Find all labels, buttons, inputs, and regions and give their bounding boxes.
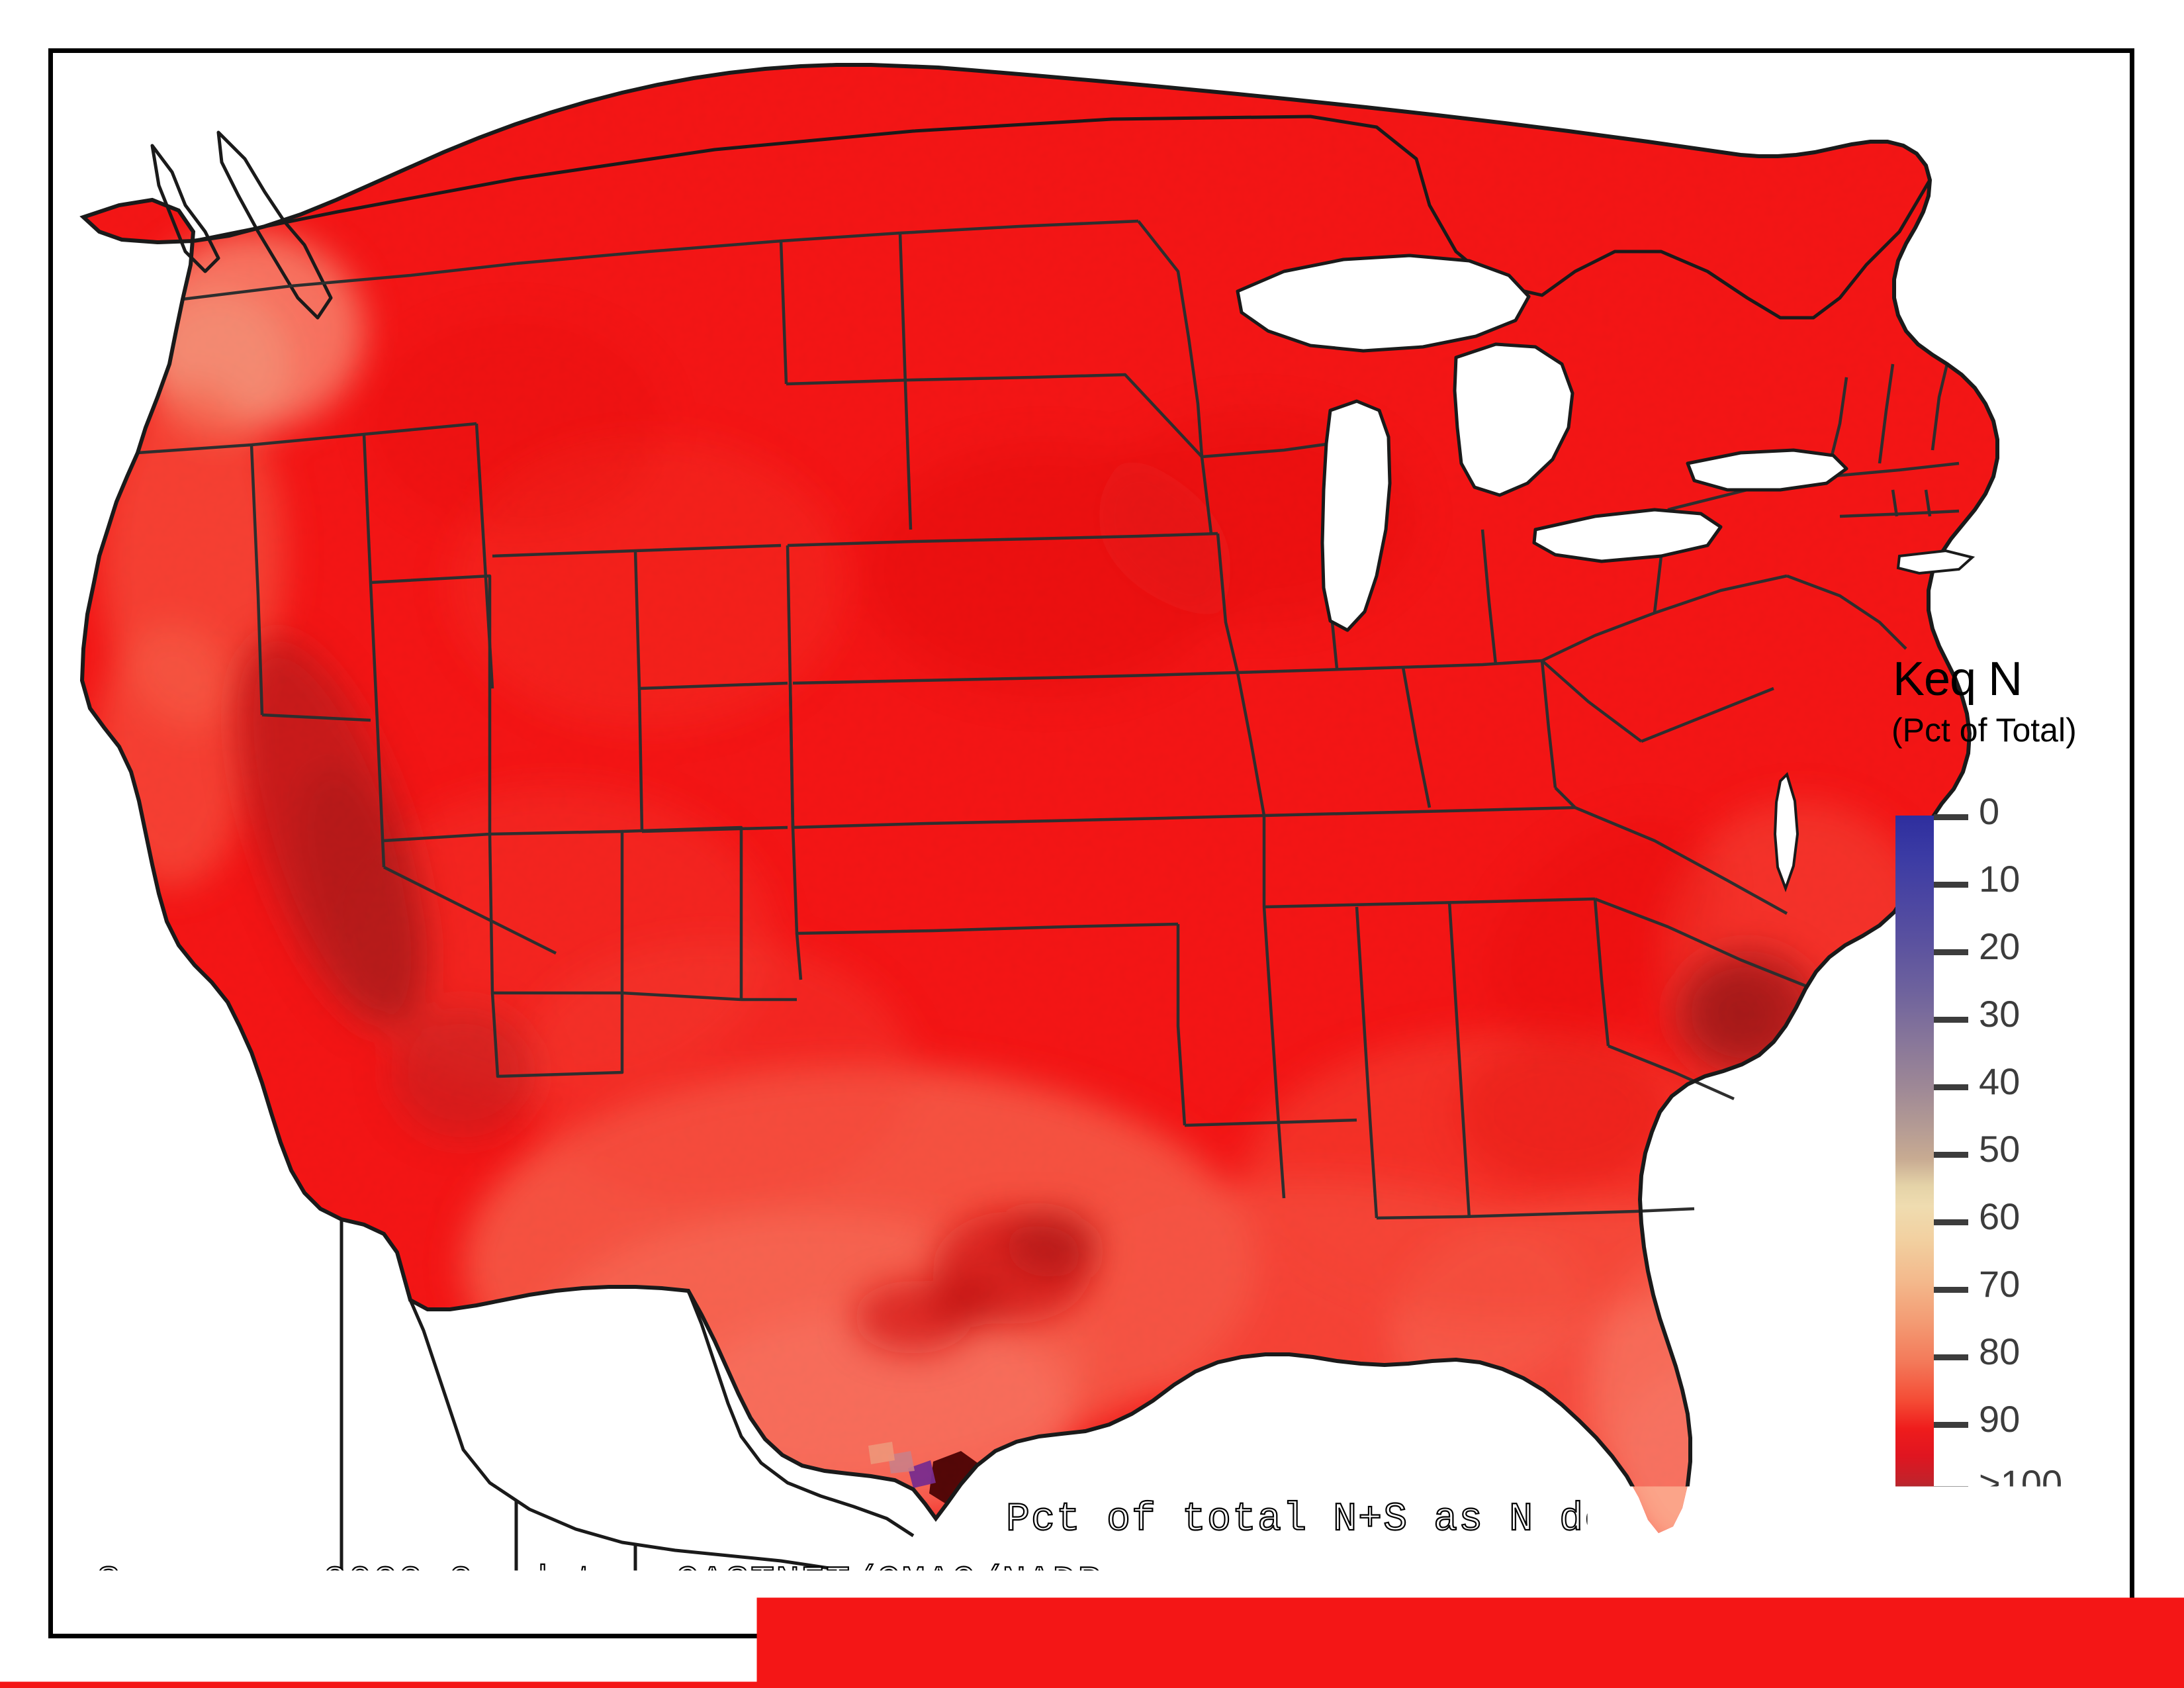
colorbar-label-10: 10 (1979, 861, 2020, 898)
colorbar-tick-10 (1934, 882, 1968, 888)
colorbar-tick-20 (1934, 949, 1968, 955)
colorbar-label-60: 60 (1979, 1198, 2020, 1235)
choropleth-map[interactable] (53, 53, 2130, 1634)
colorbar-label-0: 0 (1979, 793, 1999, 830)
colorbar-tick-0 (1934, 814, 1968, 820)
colorbar-label-50: 50 (1979, 1131, 2020, 1168)
agency-date-stamp: USEPA 06/15/23 (1766, 1561, 2118, 1606)
colorbar-label-over-100: >100 (1979, 1465, 2062, 1502)
colorbar-label-90: 90 (1979, 1401, 2020, 1438)
colorbar-tick-30 (1934, 1017, 1968, 1023)
colorbar-tick-90 (1934, 1422, 1968, 1428)
map-figure: Keq N (Pct of Total) 0 10 20 30 40 50 60… (0, 0, 2184, 1688)
colorbar-label-80: 80 (1979, 1333, 2020, 1370)
colorbar-tick-80 (1934, 1354, 1968, 1360)
colorbar-label-30: 30 (1979, 996, 2020, 1033)
colorbar-label-40: 40 (1979, 1063, 2020, 1100)
raster-texture (53, 53, 2130, 1634)
colorbar-tick-50 (1934, 1152, 1968, 1158)
legend-title: Keq N (1893, 655, 2022, 703)
colorbar-tick-100 (1934, 1486, 1968, 1492)
legend-subtitle: (Pct of Total) (1891, 714, 2077, 747)
source-attribution: Source: v2022.2, data: CASTNET/CMAQ/NADP (97, 1561, 1103, 1606)
map-canvas (53, 53, 2130, 1634)
legend: Keq N (Pct of Total) 0 10 20 30 40 50 60… (1853, 655, 2131, 1516)
map-caption: Pct of total N+S as N deposition 1719 (1006, 1497, 1936, 1542)
deposition-raster (53, 53, 2130, 1634)
colorbar-label-20: 20 (1979, 928, 2020, 965)
coastal-islands (1898, 551, 1972, 573)
colorbar-tick-70 (1934, 1287, 1968, 1293)
colorbar-tick-60 (1934, 1219, 1968, 1225)
colorbar-tick-40 (1934, 1084, 1968, 1090)
colorbar[interactable] (1895, 816, 1934, 1489)
colorbar-label-70: 70 (1979, 1266, 2020, 1303)
